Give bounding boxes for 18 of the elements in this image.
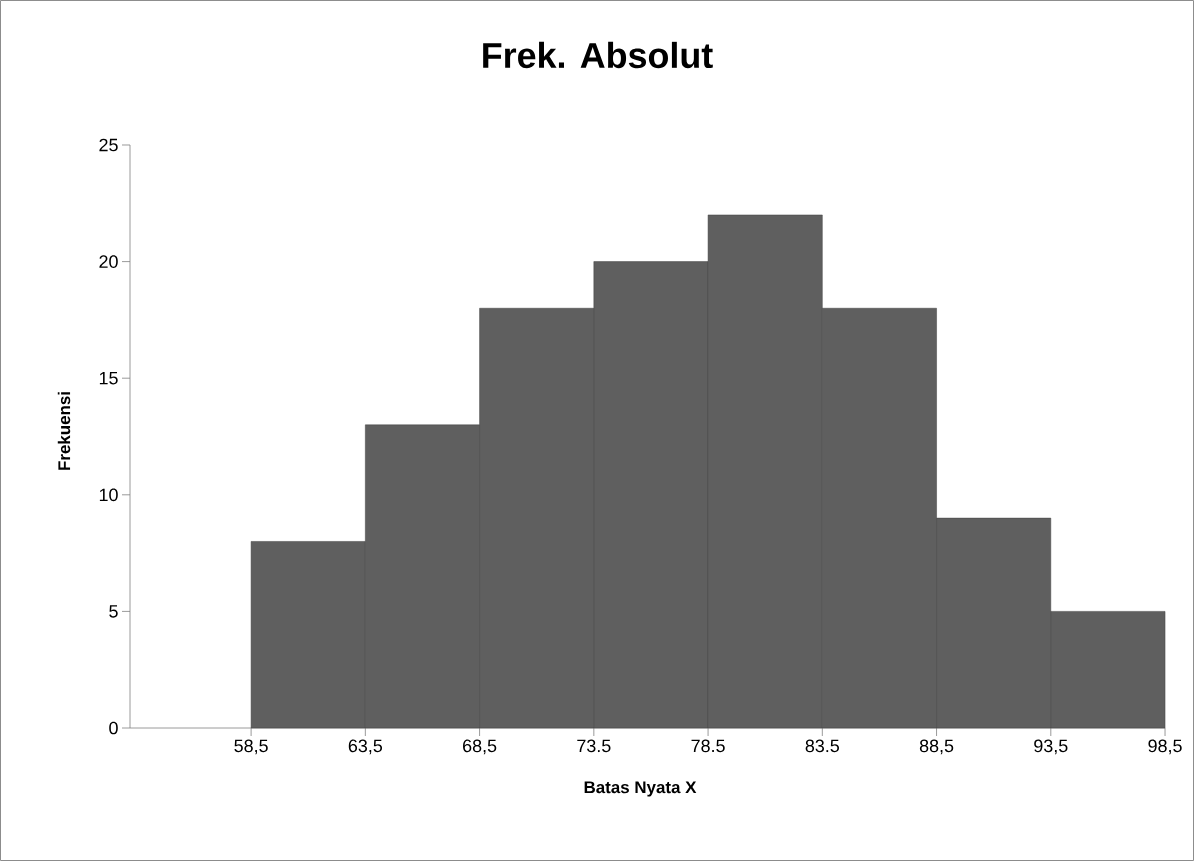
x-tick-label: 88,5 bbox=[919, 739, 954, 755]
y-tick-label: 15 bbox=[99, 371, 118, 385]
y-tick-label: 5 bbox=[109, 605, 118, 618]
x-axis-title: Batas Nyata X bbox=[584, 781, 697, 797]
x-tick-label: 63,5 bbox=[348, 739, 383, 755]
y-tick-label: 25 bbox=[99, 138, 118, 152]
x-tick-label: 58,5 bbox=[234, 739, 268, 755]
x-tick-label: 83.5 bbox=[805, 739, 840, 753]
chart-title: Frek. Absolut bbox=[483, 41, 713, 69]
x-tick-label: 73.5 bbox=[577, 739, 611, 753]
x-tick-label: 78.5 bbox=[691, 739, 725, 753]
y-tick-label: 10 bbox=[99, 488, 118, 502]
x-tick-label: 68,5 bbox=[463, 739, 497, 755]
y-tick-label: 0 bbox=[109, 721, 118, 735]
x-tick-label: 93,5 bbox=[1034, 739, 1068, 755]
y-tick-label: 20 bbox=[99, 255, 118, 268]
x-tick-label: 98,5 bbox=[1148, 739, 1182, 755]
y-axis-title: Frekuensi bbox=[57, 392, 71, 470]
